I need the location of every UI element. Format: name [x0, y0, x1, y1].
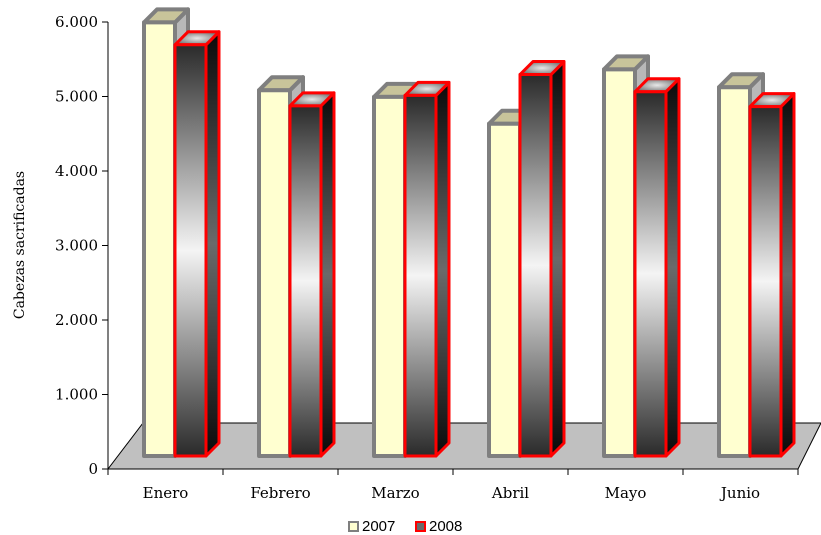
- bar-front-face: [633, 90, 668, 458]
- bar-front-face: [288, 104, 323, 458]
- bar-side-face: [434, 80, 451, 458]
- x-tick-label: Junio: [719, 484, 760, 502]
- bar-2008-enero: [173, 30, 221, 458]
- bar-front-face: [403, 93, 438, 458]
- bar-front-face: [518, 73, 553, 458]
- bar-side-face: [319, 91, 336, 458]
- chart-axes: 0 1.000 2.000 3.000 4.000 5.000 6.000 Enero Febr…: [55, 13, 799, 502]
- bar-2008-abril: [518, 60, 566, 458]
- bar-front-face: [748, 105, 783, 458]
- legend: 2007 2008: [348, 518, 462, 535]
- bar-front-face: [173, 43, 208, 458]
- bar-front-face: [717, 85, 752, 458]
- y-tick-label: 3.000: [55, 237, 98, 255]
- bar-2008-mayo: [633, 77, 681, 458]
- y-axis-label: Cabezas sacrificadas: [12, 171, 28, 319]
- bar-front-face: [372, 94, 407, 458]
- chart-bars: [142, 7, 796, 459]
- bar-side-face: [779, 92, 796, 458]
- bar-2008-febrero: [288, 91, 336, 458]
- legend-label: 2008: [429, 518, 462, 535]
- y-tick-label: 5.000: [55, 88, 98, 106]
- legend-item-2007: 2007: [348, 518, 395, 535]
- bar-front-face: [487, 121, 522, 458]
- bar-side-face: [549, 60, 566, 458]
- bar-front-face: [257, 88, 292, 459]
- bar-2008-marzo: [403, 80, 451, 458]
- y-tick-label: 1.000: [55, 386, 98, 404]
- x-tick-label: Marzo: [371, 484, 419, 502]
- legend-swatch: [415, 521, 426, 532]
- x-tick-label: Febrero: [250, 484, 310, 502]
- bar-side-face: [204, 30, 221, 458]
- x-tick-label: Mayo: [605, 484, 647, 502]
- y-tick-label: 4.000: [55, 162, 98, 180]
- y-tick-label: 2.000: [55, 311, 98, 329]
- y-tick-label: 0: [88, 460, 98, 478]
- x-tick-label: Enero: [143, 484, 189, 502]
- bar-front-face: [142, 20, 177, 458]
- bar-front-face: [602, 67, 637, 458]
- legend-label: 2007: [362, 518, 395, 535]
- x-tick-label: Abril: [491, 484, 529, 502]
- y-tick-label: 6.000: [55, 13, 98, 31]
- legend-item-2008: 2008: [415, 518, 462, 535]
- legend-swatch: [348, 521, 359, 532]
- bar-2008-junio: [748, 92, 796, 458]
- bar-side-face: [664, 77, 681, 458]
